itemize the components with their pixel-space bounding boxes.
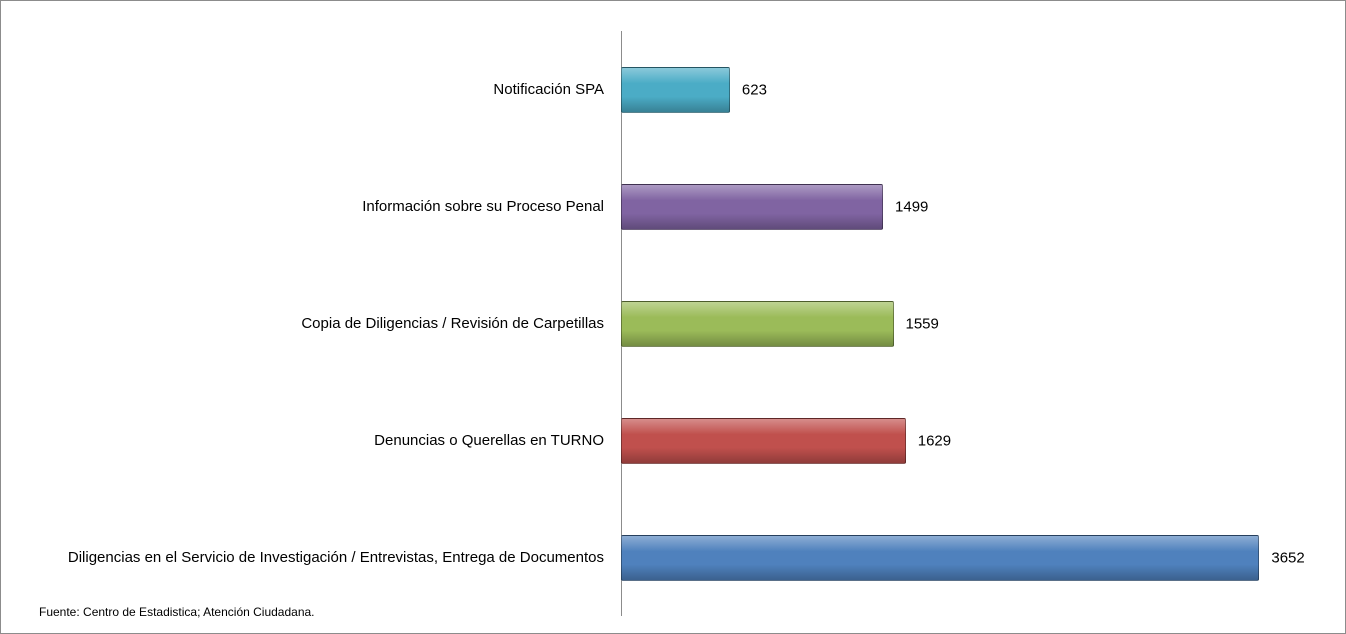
data-label: 1629 bbox=[917, 432, 952, 449]
data-label: 623 bbox=[741, 81, 767, 98]
category-text: Notificación SPA bbox=[493, 80, 604, 98]
data-label: 1499 bbox=[895, 198, 929, 215]
category-label: Diligencias en el Servicio de Investigac… bbox=[4, 528, 604, 588]
bar bbox=[621, 534, 1260, 581]
category-label: Información sobre su Proceso Penal bbox=[4, 177, 604, 237]
category-text: Información sobre su Proceso Penal bbox=[362, 197, 604, 215]
bar bbox=[621, 300, 894, 347]
bar bbox=[621, 417, 906, 464]
bar bbox=[621, 66, 730, 113]
bar bbox=[621, 183, 884, 230]
category-label: Copia de Diligencias / Revisión de Carpe… bbox=[4, 294, 604, 354]
category-text: Denuncias o Querellas en TURNO bbox=[374, 431, 604, 449]
category-label: Denuncias o Querellas en TURNO bbox=[4, 411, 604, 471]
category-text: Copia de Diligencias / Revisión de Carpe… bbox=[301, 314, 604, 332]
data-label: 3652 bbox=[1271, 549, 1305, 566]
source-note: Fuente: Centro de Estadistica; Atención … bbox=[39, 605, 315, 619]
data-label: 1559 bbox=[905, 315, 939, 332]
category-text: Diligencias en el Servicio de Investigac… bbox=[67, 548, 604, 566]
category-label: Notificación SPA bbox=[4, 60, 604, 120]
